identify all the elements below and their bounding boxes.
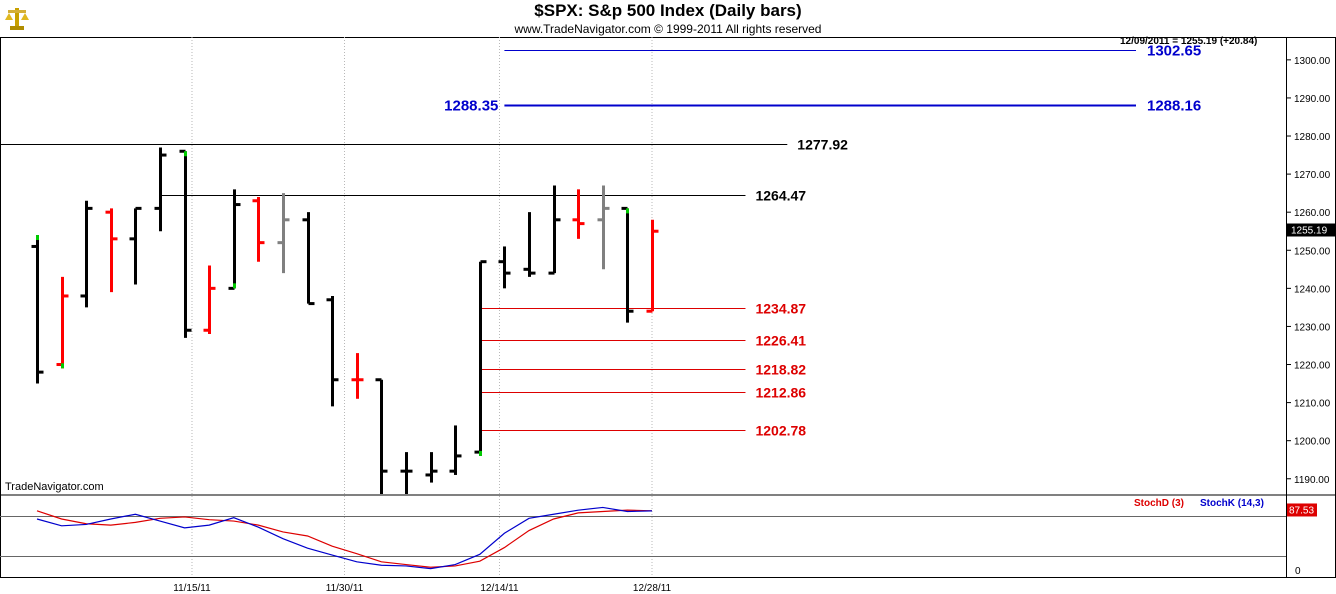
ohlc-bar [326, 295, 339, 407]
level-label: 1277.92 [797, 137, 848, 153]
y-tick-label: 1300.00 [1294, 56, 1331, 67]
level-label: 1202.78 [755, 423, 806, 439]
level-label: 1234.87 [755, 301, 806, 317]
y-tick-label: 1230.00 [1294, 322, 1331, 333]
osc-y-tick-label: 0 [1295, 566, 1301, 577]
ohlc-bar [572, 189, 585, 239]
ohlc-bar [548, 185, 561, 275]
osc-series-line [36, 506, 653, 570]
osc-value-label: 87.53 [1289, 505, 1314, 516]
ohlc-bar [228, 189, 241, 290]
y-tick-label: 1290.00 [1294, 94, 1331, 105]
level-label: 1226.41 [755, 333, 806, 349]
ohlc-bar [154, 147, 167, 232]
ohlc-bar [375, 378, 388, 494]
legend-stochk: StochK (14,3) [1200, 498, 1264, 509]
x-tick-label: 11/30/11 [326, 583, 364, 594]
brand-watermark: TradeNavigator.com [5, 481, 104, 493]
level-label: 1212.86 [755, 385, 806, 401]
level-label: 1288.16 [1147, 98, 1201, 115]
ohlc-bar [277, 193, 290, 274]
ohlc-bar [597, 185, 610, 270]
gold-scale-icon [2, 2, 32, 32]
legend-stochd: StochD (3) [1134, 498, 1184, 509]
y-tick-label: 1190.00 [1294, 475, 1330, 486]
ohlc-bar [105, 208, 118, 293]
osc-value-tag [1287, 503, 1317, 517]
last-price-info: 12/09/2011 = 1255.19 (+20.84) [1120, 36, 1258, 47]
ohlc-bar [621, 206, 634, 323]
x-tick-label: 12/14/11 [480, 583, 519, 594]
bar-marker [36, 235, 39, 241]
y-tick-label: 1260.00 [1294, 208, 1331, 219]
level-label: 1302.65 [1147, 43, 1201, 60]
ohlc-bar [252, 196, 265, 262]
y-tick-label: 1240.00 [1294, 284, 1331, 295]
ohlc-bar [302, 212, 315, 306]
ohlc-bar [80, 200, 93, 308]
level-label: 1218.82 [755, 362, 806, 378]
x-tick-label: 12/28/11 [633, 583, 672, 594]
bar-marker [626, 208, 629, 214]
last-price-label: 1255.19 [1291, 226, 1328, 237]
ohlc-bar [179, 149, 192, 338]
chart-title: $SPX: S&p 500 Index (Daily bars) [534, 1, 802, 20]
ohlc-bar [56, 276, 69, 369]
y-tick-label: 1200.00 [1294, 437, 1331, 448]
bar-marker [479, 450, 482, 456]
bar-marker [233, 283, 236, 289]
level-label: 1264.47 [755, 188, 806, 204]
x-tick-label: 11/15/11 [173, 583, 211, 594]
ohlc-bar [474, 260, 487, 456]
chart-frame [0, 37, 1336, 578]
ohlc-bar [523, 212, 536, 277]
bar-marker [61, 363, 64, 369]
ohlc-bar [400, 452, 413, 494]
level-label-left: 1288.35 [444, 98, 498, 115]
y-tick-label: 1250.00 [1294, 246, 1331, 257]
ohlc-bar [31, 235, 44, 384]
osc-series-line [36, 509, 653, 568]
ohlc-bar [449, 425, 462, 475]
chart-subtitle: www.TradeNavigator.com © 1999-2011 All r… [514, 22, 822, 36]
ohlc-bar [351, 353, 364, 399]
y-tick-label: 1210.00 [1294, 399, 1331, 410]
ohlc-bar [425, 452, 438, 483]
ohlc-bar [498, 246, 511, 289]
last-price-tag [1287, 223, 1335, 237]
y-tick-label: 1280.00 [1294, 132, 1331, 143]
ohlc-bar [203, 265, 216, 335]
ohlc-bar [646, 219, 659, 313]
ohlc-bar [129, 206, 142, 285]
y-tick-label: 1220.00 [1294, 361, 1331, 372]
bar-marker [184, 151, 187, 157]
y-tick-label: 1270.00 [1294, 170, 1331, 181]
